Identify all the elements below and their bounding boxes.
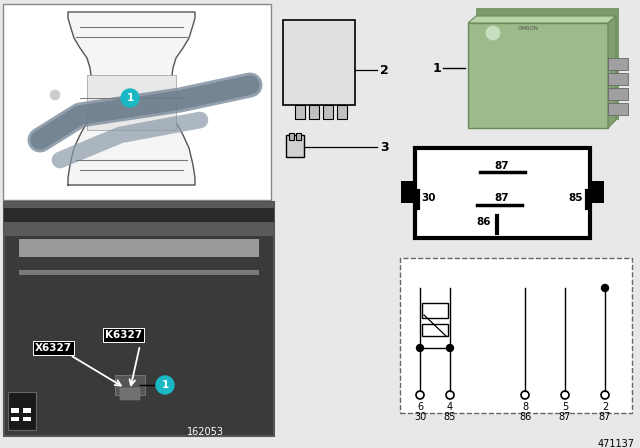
Bar — [422, 303, 448, 318]
Text: 1: 1 — [126, 93, 134, 103]
Bar — [296, 133, 301, 140]
Bar — [293, 20, 303, 32]
Bar — [608, 103, 628, 115]
Text: 471137: 471137 — [598, 439, 635, 448]
Bar — [401, 181, 415, 203]
Circle shape — [486, 26, 500, 40]
Circle shape — [602, 284, 609, 292]
Circle shape — [121, 89, 139, 107]
Text: 87: 87 — [495, 193, 509, 203]
Text: 162053: 162053 — [186, 427, 223, 437]
Text: 85: 85 — [444, 412, 456, 422]
Bar — [8, 392, 36, 430]
Bar — [341, 20, 351, 32]
Circle shape — [50, 90, 60, 100]
Bar — [4, 202, 274, 236]
Bar — [608, 73, 628, 85]
Bar — [23, 408, 31, 413]
Text: 2: 2 — [380, 64, 388, 77]
Text: 8: 8 — [522, 402, 528, 412]
Polygon shape — [608, 16, 616, 128]
Text: X6327: X6327 — [35, 343, 72, 353]
Bar — [286, 135, 304, 157]
Text: K6327: K6327 — [105, 330, 142, 340]
Text: 1: 1 — [161, 380, 168, 390]
Text: 4: 4 — [447, 402, 453, 412]
Bar — [608, 88, 628, 100]
Polygon shape — [468, 16, 616, 23]
Text: 86: 86 — [519, 412, 531, 422]
Text: 30: 30 — [422, 193, 436, 203]
Text: 30: 30 — [414, 412, 426, 422]
Bar — [4, 208, 274, 222]
Bar — [400, 258, 632, 413]
Bar — [422, 324, 448, 336]
Bar — [476, 8, 619, 120]
Bar — [3, 4, 271, 200]
Bar — [295, 105, 305, 119]
Bar — [608, 58, 628, 70]
Bar — [283, 20, 355, 105]
Text: 86: 86 — [477, 217, 492, 227]
Text: 3: 3 — [380, 141, 388, 154]
Bar — [415, 148, 590, 238]
Bar — [11, 408, 19, 413]
Bar — [4, 202, 274, 436]
Bar — [337, 105, 347, 119]
Text: 6: 6 — [417, 402, 423, 412]
Text: 2: 2 — [602, 402, 608, 412]
Bar — [329, 20, 339, 32]
Bar — [305, 20, 315, 32]
Polygon shape — [68, 12, 195, 185]
Bar — [19, 270, 259, 275]
Bar — [120, 388, 140, 400]
Bar — [19, 239, 259, 257]
Bar — [115, 375, 145, 395]
Bar — [317, 20, 327, 32]
Bar — [323, 105, 333, 119]
Bar — [289, 133, 294, 140]
Circle shape — [156, 376, 174, 394]
Text: 5: 5 — [562, 402, 568, 412]
Bar — [309, 105, 319, 119]
Bar — [23, 417, 31, 421]
Bar — [11, 417, 19, 421]
Bar — [87, 75, 176, 130]
Text: 85: 85 — [569, 193, 583, 203]
Text: OMRON: OMRON — [518, 26, 539, 31]
Circle shape — [417, 345, 424, 352]
Text: 1: 1 — [432, 61, 441, 74]
Bar — [468, 23, 608, 128]
Bar — [590, 181, 604, 203]
Circle shape — [447, 345, 454, 352]
Text: 87: 87 — [495, 161, 509, 171]
Text: 87: 87 — [559, 412, 571, 422]
Text: 87: 87 — [599, 412, 611, 422]
